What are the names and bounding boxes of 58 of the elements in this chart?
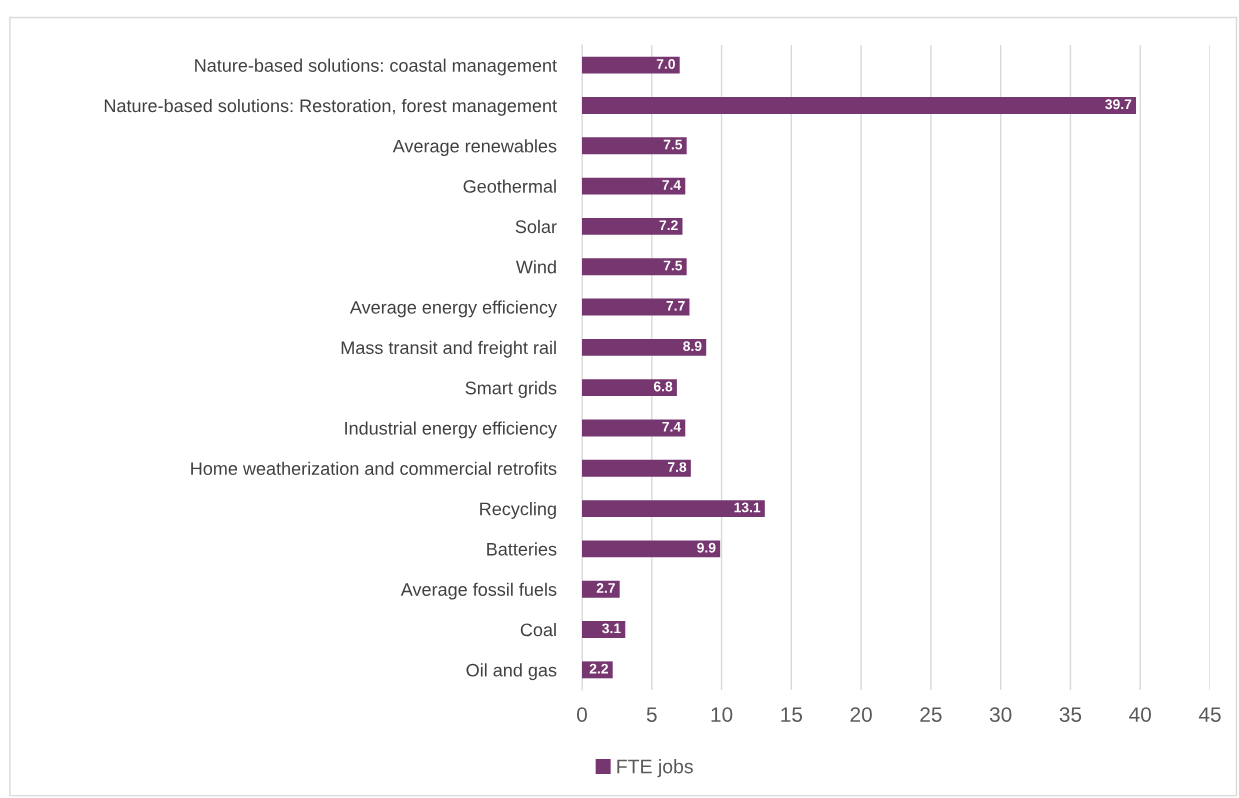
bar (582, 298, 690, 316)
y-tick-label: Geothermal (463, 179, 556, 193)
bar (582, 56, 680, 74)
bar (582, 419, 686, 437)
x-tick-label: 10 (711, 707, 733, 722)
bar (582, 540, 721, 558)
y-tick-label: Nature-based solutions: Restoration, forest management (104, 98, 557, 116)
y-tick-label: Smart grids (465, 381, 557, 398)
y-tick-label: Wind (515, 260, 556, 274)
y-tick-label: Average fossil fuels (400, 582, 557, 600)
data-label: 7.4 (662, 422, 682, 432)
x-tick-label: 5 (646, 707, 657, 722)
y-tick-label: Mass transit and freight rail (341, 340, 556, 358)
y-tick-label: Home weatherization and commercial retrofits (191, 461, 557, 475)
data-label: 7.4 (662, 180, 682, 190)
x-tick-label: 35 (1059, 707, 1082, 722)
bar (582, 258, 687, 276)
data-label: 7.8 (667, 462, 687, 473)
data-label: 9.9 (697, 542, 716, 553)
bar (582, 97, 1137, 114)
bar (582, 580, 620, 598)
y-tick-label: Nature-based solutions: coastal management (195, 58, 557, 76)
data-label: 7.7 (666, 301, 685, 311)
bar (582, 459, 691, 477)
bar (582, 338, 707, 356)
legend-label: FTE jobs (617, 759, 693, 778)
y-tick-label: Oil and gas (466, 663, 557, 681)
data-label: 13.1 (734, 502, 761, 513)
x-tick-label: 40 (1129, 707, 1151, 722)
y-tick-label: Average energy efficiency (349, 300, 557, 318)
y-tick-label: Average renewables (392, 139, 557, 157)
x-tick-label: 15 (781, 707, 803, 722)
bar (582, 177, 686, 195)
x-tick-label: 25 (920, 707, 942, 722)
y-tick-label: Coal (520, 622, 556, 637)
data-label: 39.7 (1105, 99, 1132, 110)
data-label: 6.8 (653, 381, 673, 392)
y-tick-label: Batteries (487, 542, 557, 556)
y-tick-label: Industrial energy efficiency (345, 421, 557, 439)
data-label: 7.5 (663, 260, 683, 271)
data-label: 7.2 (659, 220, 678, 230)
bar (582, 621, 626, 638)
x-tick-label: 30 (989, 707, 1012, 722)
bar (582, 379, 677, 397)
data-label: 2.7 (596, 583, 615, 593)
data-label: 8.9 (683, 341, 702, 352)
x-tick-label: 45 (1198, 707, 1221, 722)
data-label: 7.0 (656, 59, 675, 69)
bar (582, 500, 765, 518)
x-tick-label: 0 (577, 707, 587, 722)
y-tick-label: Solar (515, 219, 557, 234)
bar (582, 217, 683, 235)
data-label: 7.5 (663, 139, 683, 150)
bar (582, 137, 687, 155)
data-label: 3.1 (602, 623, 621, 634)
data-label: 2.2 (589, 663, 608, 674)
x-tick-label: 20 (850, 707, 872, 722)
y-tick-label: Recycling (480, 502, 556, 519)
